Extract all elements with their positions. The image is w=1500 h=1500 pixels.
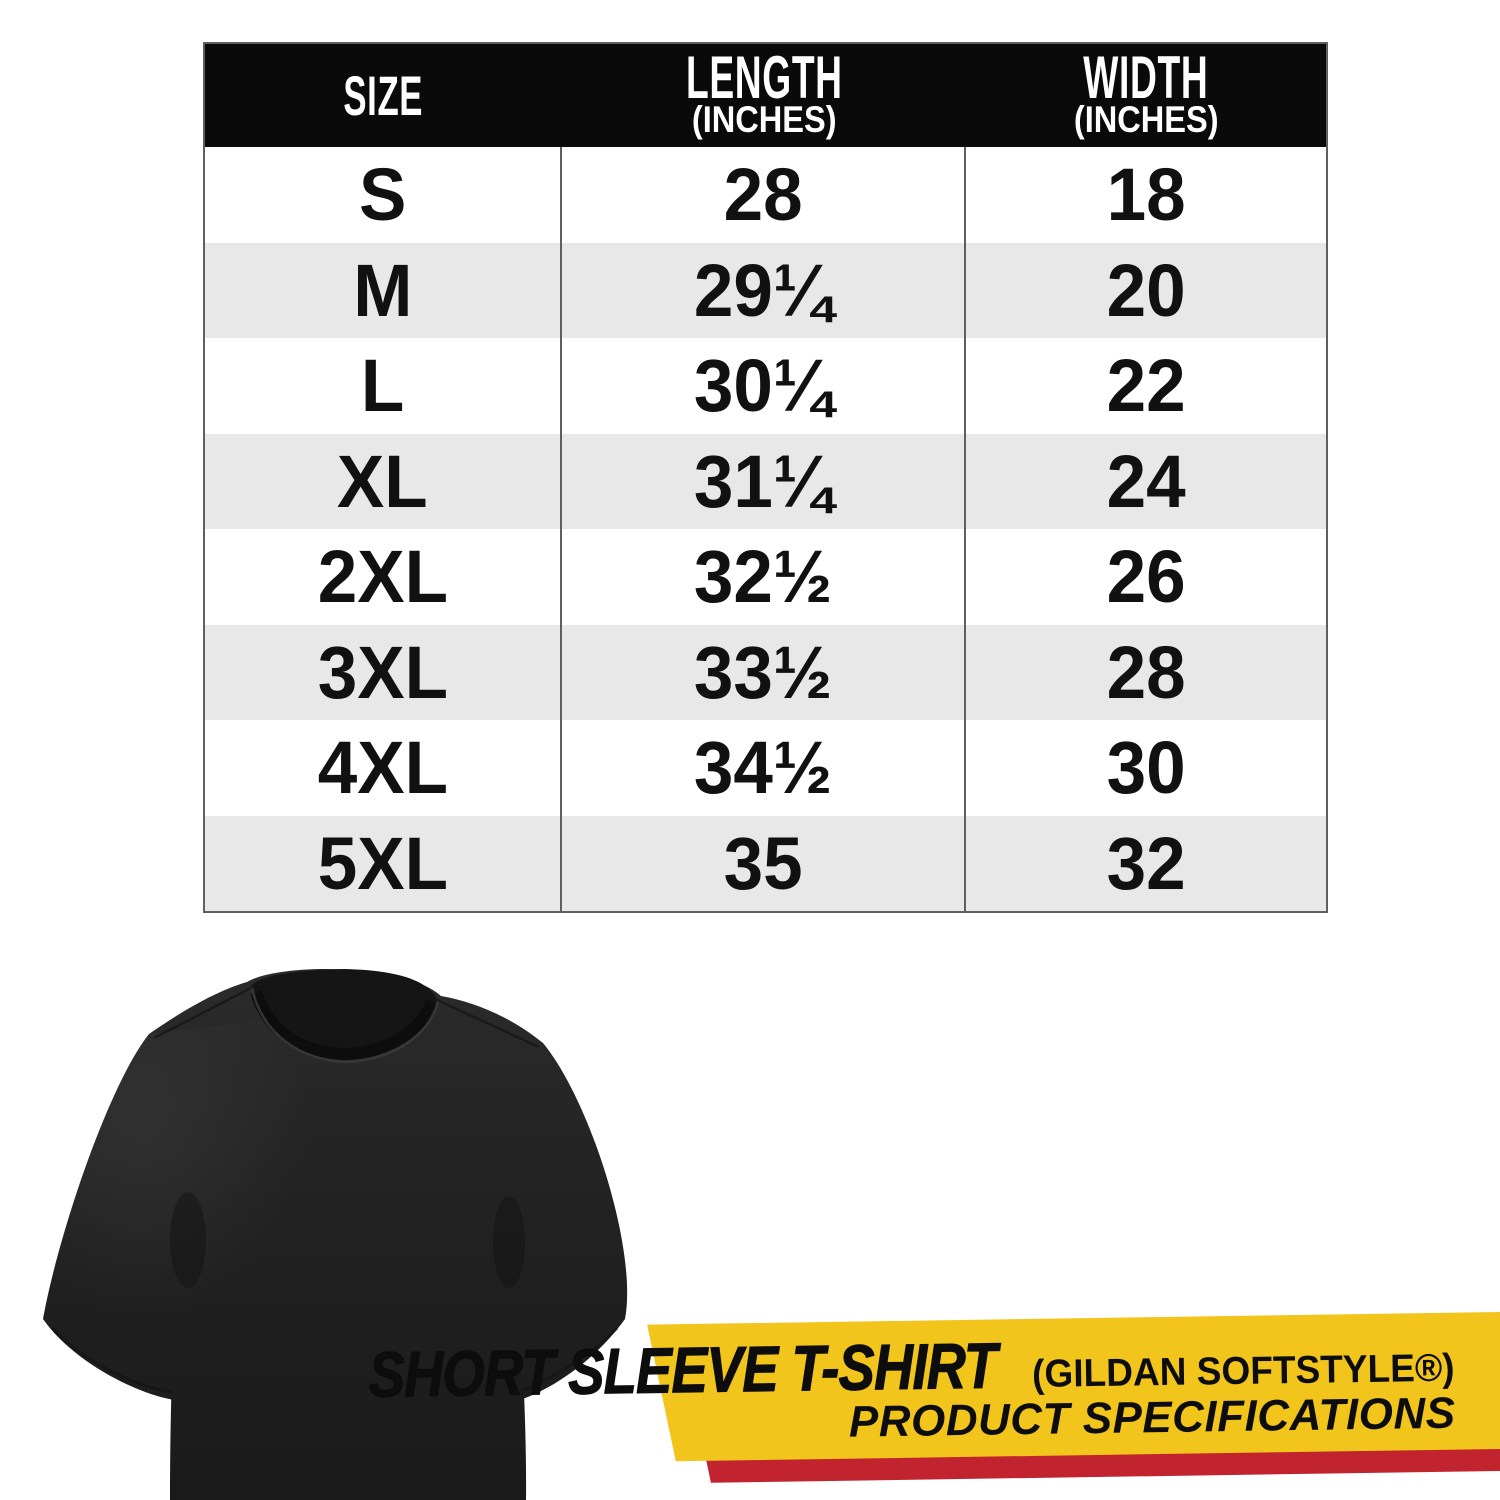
cell-width: 30 — [966, 720, 1326, 816]
cell-length: 29¼ — [562, 242, 966, 338]
cell-length: 34½ — [562, 720, 966, 816]
header-label-width: WIDTH — [1083, 43, 1209, 111]
product-banner: SHORT SLEEVE T-SHIRT (GILDAN SOFTSTYLE®)… — [367, 1311, 1500, 1495]
width-value: 32 — [1106, 821, 1186, 905]
cell-width: 26 — [966, 529, 1326, 625]
table-row: XL 31¼ 24 — [205, 433, 1326, 530]
banner-text: SHORT SLEEVE T-SHIRT (GILDAN SOFTSTYLE®)… — [367, 1312, 1500, 1462]
size-value: XL — [337, 439, 428, 523]
cell-length: 33½ — [562, 624, 966, 720]
cell-size: 2XL — [205, 529, 562, 625]
size-chart-body: S 28 18 M 29¼ 20 L 30¼ 22 XL 31¼ 24 2XL — [205, 147, 1326, 911]
length-value: 29¼ — [693, 248, 833, 332]
tshirt-cuff-seam-left — [50, 1326, 173, 1394]
tshirt-shoulder-seam-right — [436, 998, 540, 1049]
header-cell-width: WIDTH (INCHES) — [966, 44, 1326, 147]
cell-length: 31¼ — [562, 433, 966, 529]
table-row: M 29¼ 20 — [205, 242, 1326, 339]
size-value: 2XL — [317, 535, 448, 619]
cell-size: 5XL — [205, 815, 562, 911]
size-value: 3XL — [317, 630, 448, 714]
tshirt-collar-rib — [250, 990, 438, 1061]
size-value: L — [360, 344, 405, 428]
tshirt-collar-seam — [250, 987, 440, 1064]
length-value: 30¼ — [693, 344, 833, 428]
width-value: 30 — [1106, 726, 1186, 810]
cell-size: XL — [205, 433, 562, 529]
cell-width: 24 — [966, 434, 1326, 530]
width-value: 24 — [1106, 439, 1186, 523]
table-row: 3XL 33½ 28 — [205, 624, 1326, 721]
cell-length: 30¼ — [562, 338, 966, 434]
size-value: S — [358, 153, 407, 237]
cell-size: 4XL — [205, 720, 562, 816]
width-value: 28 — [1106, 630, 1186, 714]
header-cell-size: SIZE — [205, 44, 562, 147]
cell-width: 32 — [966, 816, 1326, 912]
length-value: 34½ — [693, 726, 833, 810]
cell-width: 22 — [966, 338, 1326, 434]
cell-size: L — [205, 338, 562, 434]
table-row: 2XL 32½ 26 — [205, 529, 1326, 625]
cell-length: 28 — [562, 147, 966, 243]
width-value: 18 — [1106, 153, 1186, 237]
cell-length: 35 — [562, 815, 966, 911]
width-value: 22 — [1106, 344, 1186, 428]
header-unit-width: (INCHES) — [1073, 98, 1219, 140]
length-value: 28 — [723, 153, 803, 237]
tshirt-shadow-left-armpit — [170, 1192, 206, 1288]
length-value: 32½ — [693, 535, 833, 619]
table-row: L 30¼ 22 — [205, 338, 1326, 434]
header-cell-length: LENGTH (INCHES) — [562, 44, 966, 147]
size-chart-header-row: SIZE LENGTH (INCHES) WIDTH (INCHES) — [205, 44, 1326, 147]
header-label-length: LENGTH — [685, 43, 843, 111]
header-unit-length: (INCHES) — [691, 98, 837, 140]
cell-size: M — [205, 242, 562, 338]
size-chart-table: SIZE LENGTH (INCHES) WIDTH (INCHES) S 28… — [203, 42, 1328, 913]
cell-width: 18 — [966, 147, 1326, 243]
width-value: 26 — [1106, 535, 1186, 619]
table-row: S 28 18 — [205, 147, 1326, 243]
product-subtitle: (GILDAN SOFTSTYLE®) — [1032, 1346, 1456, 1396]
length-value: 35 — [723, 821, 803, 905]
tshirt-cuff-seam-right — [521, 1326, 619, 1392]
tshirt-shadow-right-armpit — [493, 1196, 525, 1288]
product-title: SHORT SLEEVE T-SHIRT — [367, 1329, 997, 1411]
tshirt-sheen — [43, 1010, 350, 1370]
cell-width: 20 — [966, 243, 1326, 339]
tshirt-photo — [43, 969, 628, 1500]
size-value: 4XL — [317, 726, 448, 810]
size-value: 5XL — [317, 821, 448, 905]
cell-size: 3XL — [205, 624, 562, 720]
cell-width: 28 — [966, 625, 1326, 721]
size-value: M — [352, 248, 413, 332]
cell-length: 32½ — [562, 529, 966, 625]
header-label-size: SIZE — [343, 63, 424, 127]
length-value: 31¼ — [693, 439, 833, 523]
tshirt-shoulder-seam-left — [153, 986, 252, 1040]
table-row: 4XL 34½ 30 — [205, 720, 1326, 816]
cell-size: S — [205, 147, 562, 243]
length-value: 33½ — [693, 630, 833, 714]
table-row: 5XL 35 32 — [205, 815, 1326, 912]
width-value: 20 — [1106, 248, 1186, 332]
